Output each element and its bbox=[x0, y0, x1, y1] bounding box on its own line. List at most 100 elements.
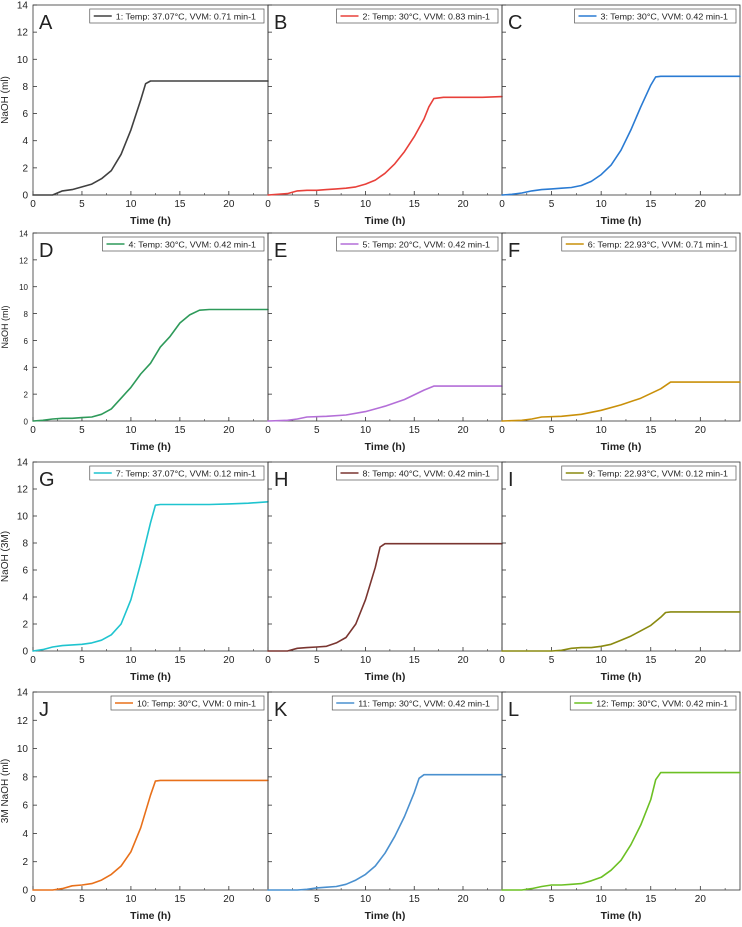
legend-box bbox=[336, 465, 499, 481]
panel-l: 0 5 10 15 20 Time (h) L 12: Temp: 30°C, VVM: 0.… bbox=[499, 691, 741, 922]
y-tick-label: 8 bbox=[22, 539, 28, 550]
y-tick-label: 0 bbox=[22, 886, 28, 897]
x-tick-label: 5 bbox=[79, 425, 85, 436]
x-tick-label: 20 bbox=[457, 425, 469, 436]
x-tick-label: 10 bbox=[360, 425, 372, 436]
x-tick-label: 5 bbox=[79, 894, 85, 905]
y-tick-label: 0 bbox=[22, 191, 28, 202]
x-tick-label: 0 bbox=[265, 655, 271, 666]
x-tick-label: 0 bbox=[499, 655, 505, 666]
legend-box bbox=[561, 465, 737, 481]
x-tick-label: 5 bbox=[549, 894, 555, 905]
x-tick-label: 15 bbox=[409, 894, 421, 905]
y-tick-label: 14 bbox=[17, 458, 29, 469]
legend-box bbox=[561, 236, 737, 252]
y-tick-label: 4 bbox=[24, 364, 29, 373]
legend-box bbox=[102, 236, 265, 252]
x-axis-title: Time (h) bbox=[601, 441, 642, 453]
y-tick-label: 6 bbox=[24, 337, 29, 346]
x-tick-label: 0 bbox=[499, 894, 505, 905]
y-tick-label: 14 bbox=[17, 688, 29, 699]
y-tick-label: 6 bbox=[22, 801, 28, 812]
panel-b: 0 5 10 15 20 Time (h) B 2: Temp: 30°C, VVM: 0.8… bbox=[265, 4, 503, 227]
panel-letter: E bbox=[274, 240, 287, 262]
x-tick-label: 20 bbox=[223, 425, 235, 436]
x-tick-label: 15 bbox=[174, 199, 186, 210]
plot-frame bbox=[501, 461, 741, 652]
x-tick-label: 10 bbox=[125, 425, 137, 436]
panel-d: 0 5 10 15 20 0 2 4 6 8 10 12 14 Time (h) NaOH (ml) D 4: … bbox=[0, 230, 269, 453]
panel-i: 0 5 10 15 20 Time (h) I 9: Temp: 22.93°C, VVM: … bbox=[499, 461, 741, 683]
x-tick-label: 15 bbox=[174, 894, 186, 905]
x-tick-label: 0 bbox=[499, 425, 505, 436]
y-tick-label: 8 bbox=[24, 310, 29, 319]
legend-label: 10: Temp: 30°C, VVM: 0 min-1 bbox=[137, 698, 256, 708]
panel-j: 0 5 10 15 20 0 2 4 6 8 10 12 14 Time (h) 3M NaOH (ml) J… bbox=[0, 688, 269, 922]
legend-label: 11: Temp: 30°C, VVM: 0.42 min-1 bbox=[358, 698, 490, 708]
x-tick-label: 15 bbox=[409, 425, 421, 436]
x-tick-label: 15 bbox=[174, 425, 186, 436]
y-tick-label: 12 bbox=[17, 485, 29, 496]
legend-label: 8: Temp: 40°C, VVM: 0.42 min-1 bbox=[363, 468, 491, 478]
x-axis-title: Time (h) bbox=[601, 910, 642, 922]
y-tick-label: 14 bbox=[17, 1, 29, 12]
y-tick-label: 6 bbox=[22, 566, 28, 577]
x-tick-label: 0 bbox=[30, 894, 36, 905]
x-axis-title: Time (h) bbox=[601, 215, 642, 227]
panel-a: 0 5 10 15 20 0 2 4 6 8 10 12 14 Time (h) NaOH (ml) A 1: … bbox=[0, 1, 269, 227]
x-tick-label: 5 bbox=[79, 199, 85, 210]
panel-letter: C bbox=[508, 12, 522, 34]
series-line bbox=[32, 500, 269, 652]
x-axis-title: Time (h) bbox=[365, 441, 406, 453]
x-tick-label: 20 bbox=[223, 655, 235, 666]
plot-frame bbox=[501, 691, 741, 891]
x-tick-label: 5 bbox=[314, 894, 320, 905]
x-tick-label: 5 bbox=[79, 655, 85, 666]
legend-label: 5: Temp: 20°C, VVM: 0.42 min-1 bbox=[363, 239, 491, 249]
x-tick-label: 10 bbox=[360, 894, 372, 905]
plot-frame bbox=[501, 232, 741, 422]
legend-label: 1: Temp: 37.07°C, VVM: 0.71 min-1 bbox=[116, 11, 257, 21]
x-tick-label: 10 bbox=[125, 894, 137, 905]
y-tick-label: 12 bbox=[17, 716, 29, 727]
x-tick-label: 0 bbox=[30, 425, 36, 436]
x-tick-label: 15 bbox=[409, 199, 421, 210]
legend-label: 7: Temp: 37.07°C, VVM: 0.12 min-1 bbox=[116, 468, 257, 478]
x-tick-label: 10 bbox=[596, 655, 608, 666]
panel-letter: L bbox=[508, 699, 519, 721]
x-tick-label: 5 bbox=[549, 199, 555, 210]
x-tick-label: 5 bbox=[314, 425, 320, 436]
legend-label: 12: Temp: 30°C, VVM: 0.42 min-1 bbox=[596, 698, 728, 708]
x-axis-title: Time (h) bbox=[365, 910, 406, 922]
x-tick-label: 20 bbox=[695, 199, 707, 210]
y-tick-label: 10 bbox=[17, 55, 29, 66]
x-tick-label: 10 bbox=[596, 199, 608, 210]
y-tick-label: 8 bbox=[22, 82, 28, 93]
legend-label: 2: Temp: 30°C, VVM: 0.83 min-1 bbox=[363, 11, 491, 21]
y-tick-label: 10 bbox=[17, 512, 29, 523]
panel-letter: G bbox=[39, 469, 55, 491]
y-axis-title: NaOH (3M) bbox=[0, 531, 11, 582]
panel-c: 0 5 10 15 20 Time (h) C 3: Temp: 30°C, VVM: 0.4… bbox=[499, 4, 741, 227]
x-tick-label: 0 bbox=[265, 894, 271, 905]
series-line bbox=[267, 385, 503, 422]
y-tick-label: 4 bbox=[22, 829, 28, 840]
legend-box bbox=[110, 695, 265, 711]
y-tick-label: 6 bbox=[22, 109, 28, 120]
y-tick-label: 0 bbox=[22, 647, 28, 658]
series-line bbox=[32, 308, 269, 422]
legend-box bbox=[331, 695, 499, 711]
x-tick-label: 20 bbox=[457, 894, 469, 905]
y-tick-label: 8 bbox=[22, 772, 28, 783]
x-tick-label: 0 bbox=[265, 199, 271, 210]
y-tick-label: 12 bbox=[17, 28, 29, 39]
series-line bbox=[267, 95, 503, 196]
y-tick-label: 10 bbox=[19, 283, 28, 292]
series-line bbox=[501, 611, 741, 652]
y-axis-title: NaOH (ml) bbox=[0, 306, 10, 349]
legend-label: 9: Temp: 22.93°C, VVM: 0.12 min-1 bbox=[588, 468, 729, 478]
panel-letter: F bbox=[508, 240, 520, 262]
legend-box bbox=[574, 8, 737, 24]
y-tick-label: 4 bbox=[22, 593, 28, 604]
